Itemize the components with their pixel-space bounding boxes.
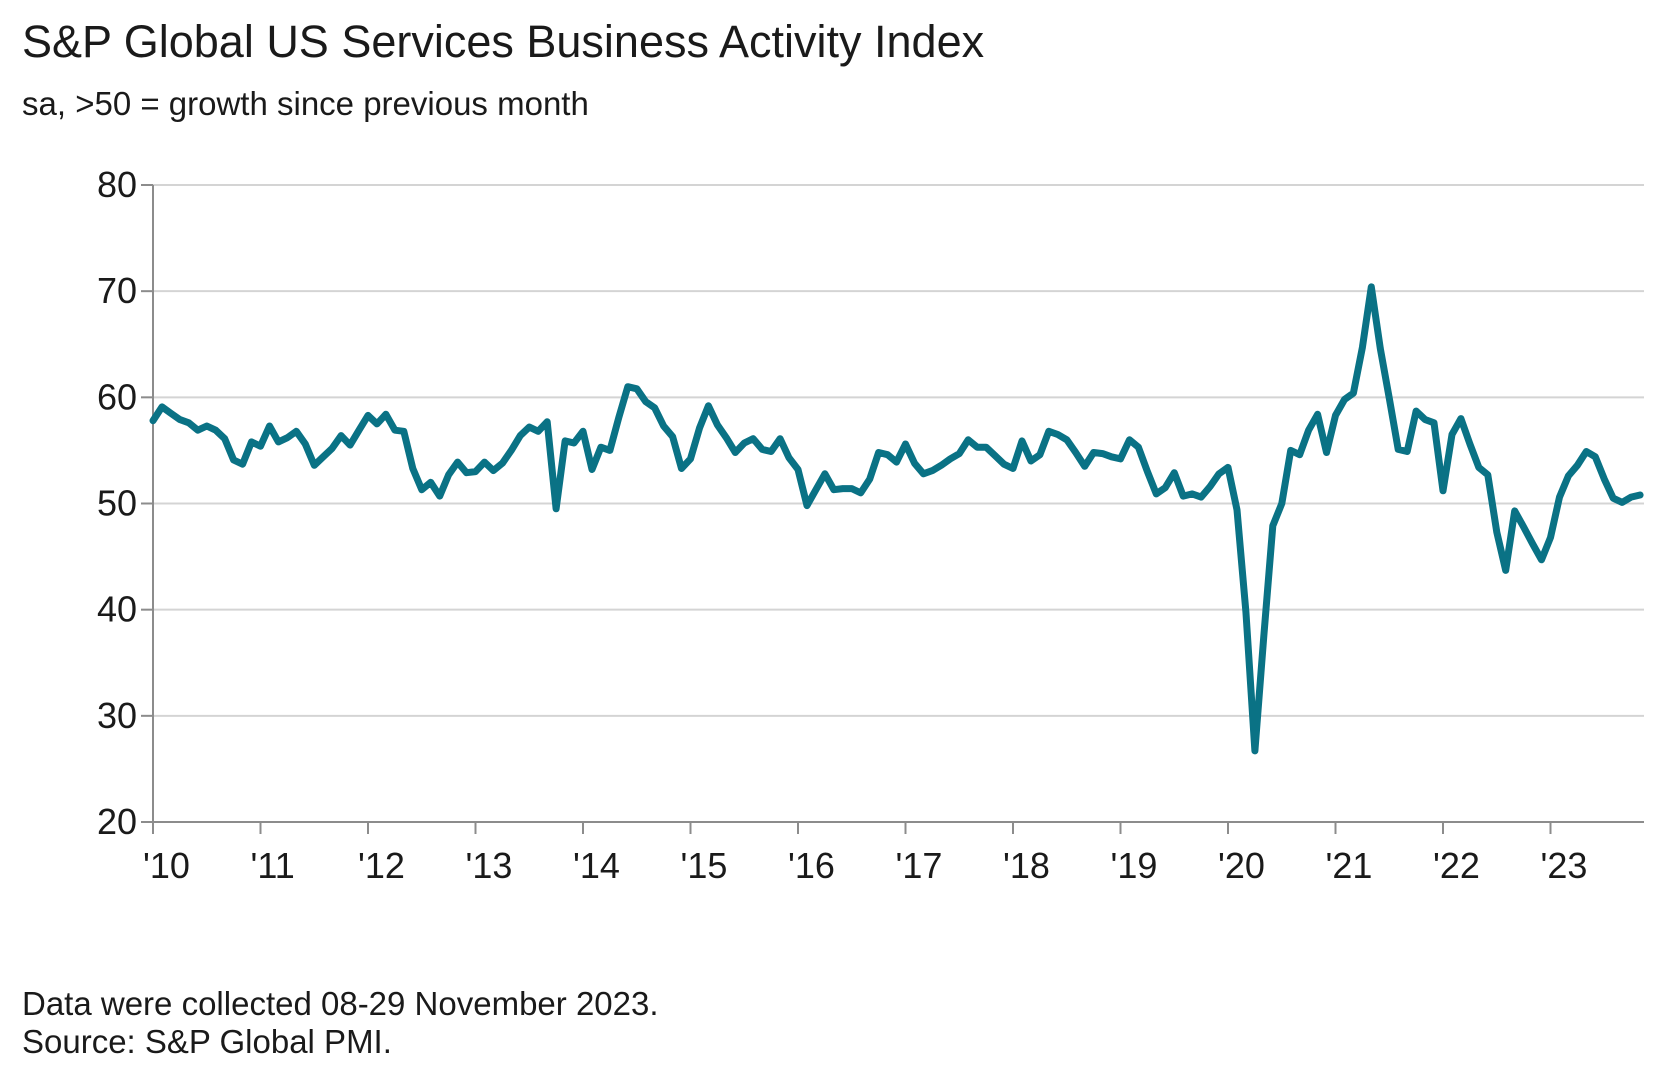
line-chart: 20 30 40 50 60 70 80 '10 '11 '12 '13 '14 '15 '16 '17 '1… <box>97 164 1644 886</box>
x-tick-label-2015: '15 <box>681 845 728 886</box>
x-tick-label-2022: '22 <box>1433 845 1480 886</box>
x-tick-label-2010: '10 <box>143 845 190 886</box>
y-tick-label-60: 60 <box>97 376 137 417</box>
chart-subtitle: sa, >50 = growth since previous month <box>22 85 589 122</box>
x-tick-label-2021: '21 <box>1326 845 1373 886</box>
chart-title: S&P Global US Services Business Activity… <box>22 16 985 67</box>
x-tick-label-2014: '14 <box>573 845 620 886</box>
series-line-0 <box>149 283 1644 755</box>
data-collection-note: Data were collected 08-29 November 2023. <box>22 985 659 1022</box>
tick-labels: 20 30 40 50 60 70 80 '10 '11 '12 '13 '14 '15 '16 '17 '1… <box>97 164 1587 886</box>
y-tick-label-40: 40 <box>97 589 137 630</box>
x-tick-label-2011: '11 <box>251 845 295 886</box>
source-note: Source: S&P Global PMI. <box>22 1023 392 1060</box>
y-tick-label-30: 30 <box>97 695 137 736</box>
y-tick-label-80: 80 <box>97 164 137 205</box>
x-tick-label-2016: '16 <box>788 845 835 886</box>
x-tick-label-2019: '19 <box>1111 845 1158 886</box>
x-tick-label-2013: '13 <box>466 845 513 886</box>
x-tick-label-2017: '17 <box>896 845 943 886</box>
gridlines <box>153 184 1644 717</box>
axes <box>141 184 1644 834</box>
y-tick-label-50: 50 <box>97 483 137 524</box>
y-tick-label-20: 20 <box>97 801 137 842</box>
series-layer <box>149 283 1644 755</box>
x-tick-label-2018: '18 <box>1003 845 1050 886</box>
y-tick-label-70: 70 <box>97 270 137 311</box>
x-tick-label-2020: '20 <box>1218 845 1265 886</box>
x-tick-label-2012: '12 <box>358 845 405 886</box>
x-tick-label-2023: '23 <box>1541 845 1588 886</box>
